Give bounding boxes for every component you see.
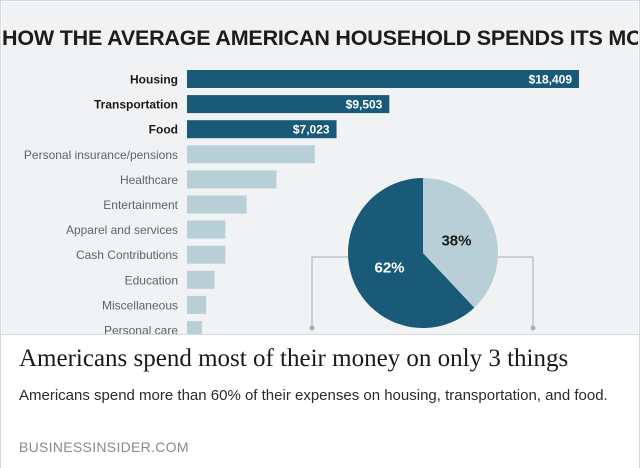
category-label-2: Food: [149, 123, 178, 137]
article-footer: Americans spend most of their money on o…: [1, 334, 639, 468]
bar-7: [187, 245, 226, 264]
spending-chart: Housing $18,409 Transportation $9,503 Food $7…: [24, 70, 579, 335]
article-description: Americans spend more than 60% of their e…: [19, 387, 608, 404]
bar-4: [187, 170, 277, 189]
category-label-8: Education: [125, 273, 178, 287]
bar-10: [187, 321, 202, 334]
left-bracket: [311, 256, 349, 328]
bar-9: [187, 295, 207, 314]
category-label-6: Apparel and services: [66, 223, 178, 237]
pie-slice-0: [348, 178, 475, 328]
source-link[interactable]: BUSINESSINSIDER.COM: [19, 439, 189, 455]
right-bracket-dot: [530, 325, 536, 331]
category-label-10: Personal care: [104, 324, 178, 335]
value-label-2: $7,023: [293, 123, 330, 137]
pie-label-0: 62%: [375, 259, 405, 276]
pie-slice-1: [423, 178, 499, 308]
category-label-3: Personal insurance/pensions: [24, 148, 178, 162]
category-label-4: Healthcare: [120, 173, 178, 187]
category-label-9: Miscellaneous: [102, 298, 178, 312]
bar-0: [187, 70, 579, 88]
bar-1: [187, 95, 390, 114]
bar-6: [187, 220, 226, 239]
chart-title: HOW THE AVERAGE AMERICAN HOUSEHOLD SPEND…: [2, 26, 638, 50]
category-label-0: Housing: [130, 73, 178, 87]
category-label-1: Transportation: [94, 98, 178, 112]
bar-5: [187, 195, 247, 214]
value-label-1: $9,503: [346, 98, 383, 112]
left-bracket-dot: [309, 325, 315, 331]
value-label-0: $18,409: [529, 73, 573, 87]
bar-2: [187, 120, 337, 139]
bar-3: [187, 145, 315, 164]
bar-8: [187, 270, 215, 289]
category-label-7: Cash Contributions: [76, 248, 178, 262]
article-headline[interactable]: Americans spend most of their money on o…: [19, 345, 569, 372]
pie-label-1: 38%: [441, 233, 471, 250]
infographic: HOW THE AVERAGE AMERICAN HOUSEHOLD SPEND…: [2, 2, 638, 334]
category-label-5: Entertainment: [103, 198, 178, 212]
right-bracket: [498, 256, 534, 328]
